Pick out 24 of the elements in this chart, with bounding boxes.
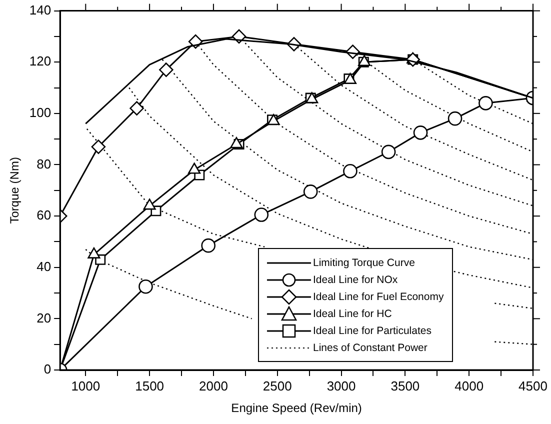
y-tick-label: 20: [36, 310, 52, 326]
y-axis-title: Torque (Nm): [8, 157, 22, 224]
x-tick-label: 4500: [518, 378, 548, 394]
y-tick-label: 80: [36, 156, 52, 172]
legend-label: Limiting Torque Curve: [313, 256, 415, 268]
y-tick-label: 40: [36, 258, 52, 274]
x-tick-label: 2500: [262, 378, 292, 394]
y-tick-label: 120: [29, 54, 52, 69]
y-tick-label: 0: [44, 362, 52, 377]
x-tick-label: 2000: [199, 378, 228, 394]
legend-label: Ideal Line for NOx: [313, 274, 398, 286]
legend-label: Ideal Line for Fuel Economy: [313, 290, 444, 302]
legend-label: Lines of Constant Power: [313, 342, 428, 354]
legend-label: Ideal Line for Particulates: [313, 324, 432, 336]
x-axis-title: Engine Speed (Rev/min): [231, 401, 362, 416]
x-tick-label: 3000: [326, 378, 356, 394]
x-tick-label: 1000: [71, 378, 100, 394]
x-tick-label: 3500: [390, 378, 420, 394]
y-tick-label: 100: [29, 105, 52, 120]
y-tick-label: 140: [29, 2, 52, 18]
legend-label: Ideal Line for HC: [313, 308, 392, 320]
x-tick-label: 4000: [454, 378, 484, 394]
x-tick-label: 1500: [135, 378, 164, 394]
y-tick-label: 60: [36, 208, 52, 223]
